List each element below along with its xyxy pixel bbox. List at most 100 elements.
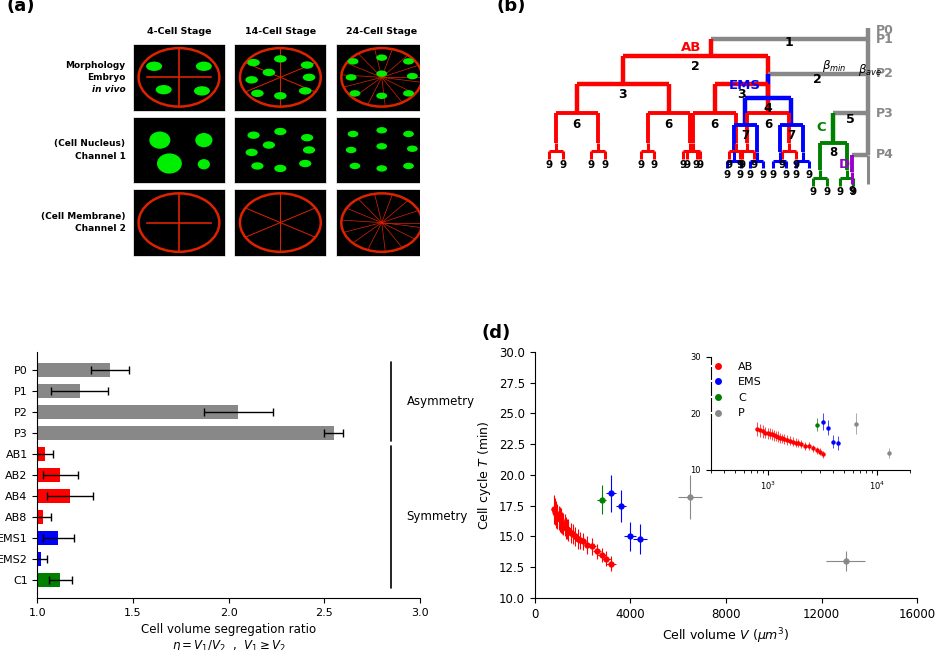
Ellipse shape xyxy=(347,131,358,137)
Bar xyxy=(0,510,43,524)
Ellipse shape xyxy=(196,62,212,71)
Text: 9: 9 xyxy=(849,186,856,196)
Ellipse shape xyxy=(300,61,314,69)
Text: EMS: EMS xyxy=(729,79,761,92)
Text: P4: P4 xyxy=(876,148,894,161)
Text: P0: P0 xyxy=(876,24,894,37)
Bar xyxy=(0,468,61,482)
Bar xyxy=(234,44,327,111)
Text: (b): (b) xyxy=(496,0,526,14)
Text: 9: 9 xyxy=(782,170,790,179)
Text: 9: 9 xyxy=(693,160,700,170)
Text: 9: 9 xyxy=(651,160,658,170)
Bar xyxy=(0,384,80,398)
Text: 9: 9 xyxy=(559,160,566,170)
Text: AB: AB xyxy=(681,42,702,55)
Text: 14-Cell Stage: 14-Cell Stage xyxy=(245,27,316,36)
Ellipse shape xyxy=(376,165,388,172)
Text: 9: 9 xyxy=(746,170,753,179)
Text: Channel 1: Channel 1 xyxy=(75,151,125,161)
Text: Symmetry: Symmetry xyxy=(406,510,468,523)
Text: 9: 9 xyxy=(739,160,746,170)
Ellipse shape xyxy=(303,146,315,153)
Text: 6: 6 xyxy=(573,118,581,131)
Text: 9: 9 xyxy=(760,170,768,179)
Legend: AB, EMS, C, P: AB, EMS, C, P xyxy=(703,358,767,423)
Bar xyxy=(234,189,327,256)
Text: $\beta_{min}$: $\beta_{min}$ xyxy=(822,58,846,74)
Text: 9: 9 xyxy=(637,160,644,170)
Ellipse shape xyxy=(247,59,260,66)
Text: 6: 6 xyxy=(665,118,673,131)
Ellipse shape xyxy=(274,92,286,99)
Text: Embryo: Embryo xyxy=(87,73,125,82)
Ellipse shape xyxy=(349,90,360,97)
Text: 6: 6 xyxy=(764,118,772,131)
Ellipse shape xyxy=(403,90,414,97)
Text: P1: P1 xyxy=(876,32,894,46)
Ellipse shape xyxy=(376,127,388,133)
Ellipse shape xyxy=(197,159,210,170)
Text: 2: 2 xyxy=(813,73,822,86)
Ellipse shape xyxy=(263,141,275,149)
Text: P3: P3 xyxy=(876,107,894,120)
Text: 1: 1 xyxy=(784,36,794,49)
Ellipse shape xyxy=(263,69,275,76)
X-axis label: Cell volume segregation ratio
$\eta = V_1 / V_2$  ,  $V_1 \geq V_2$: Cell volume segregation ratio $\eta = V_… xyxy=(141,623,316,650)
Text: (a): (a) xyxy=(7,0,36,14)
Ellipse shape xyxy=(274,128,286,135)
Text: 9: 9 xyxy=(737,160,744,170)
Text: 9: 9 xyxy=(588,160,594,170)
Text: 24-Cell Stage: 24-Cell Stage xyxy=(346,27,417,36)
Text: D: D xyxy=(839,158,849,171)
Ellipse shape xyxy=(245,149,257,156)
Ellipse shape xyxy=(403,58,414,64)
Bar xyxy=(0,489,70,502)
Ellipse shape xyxy=(157,153,182,174)
Bar xyxy=(133,117,225,183)
Ellipse shape xyxy=(376,92,388,99)
Bar xyxy=(0,552,41,566)
Text: P2: P2 xyxy=(876,67,894,80)
Text: Morphology: Morphology xyxy=(66,60,125,70)
Text: C: C xyxy=(817,122,826,135)
Text: 9: 9 xyxy=(680,160,686,170)
Text: 3: 3 xyxy=(619,88,627,101)
Text: 9: 9 xyxy=(683,160,690,170)
Ellipse shape xyxy=(155,85,171,94)
Ellipse shape xyxy=(196,133,212,148)
Ellipse shape xyxy=(146,62,162,71)
Bar xyxy=(234,117,327,183)
Bar xyxy=(0,447,45,461)
Text: 9: 9 xyxy=(823,187,830,197)
Ellipse shape xyxy=(274,55,286,62)
Text: 3: 3 xyxy=(737,88,746,101)
Text: (d): (d) xyxy=(481,324,510,342)
Text: 9: 9 xyxy=(725,160,732,170)
Ellipse shape xyxy=(349,162,360,169)
Text: (Cell Membrane): (Cell Membrane) xyxy=(41,212,125,221)
Text: 9: 9 xyxy=(792,170,799,179)
Text: 6: 6 xyxy=(710,118,719,131)
Bar xyxy=(336,44,428,111)
Ellipse shape xyxy=(403,131,414,137)
Text: 2: 2 xyxy=(691,60,700,73)
Text: 9: 9 xyxy=(546,160,552,170)
Text: 5: 5 xyxy=(846,112,855,125)
Ellipse shape xyxy=(345,147,357,153)
Text: Channel 2: Channel 2 xyxy=(75,224,125,233)
Text: 9: 9 xyxy=(836,187,843,197)
Ellipse shape xyxy=(245,76,258,83)
Bar xyxy=(336,189,428,256)
Ellipse shape xyxy=(194,86,210,96)
Text: 9: 9 xyxy=(751,160,757,170)
Text: 9: 9 xyxy=(601,160,608,170)
Ellipse shape xyxy=(251,90,264,97)
Text: 9: 9 xyxy=(779,160,786,170)
Ellipse shape xyxy=(376,55,388,61)
Text: 7: 7 xyxy=(741,129,749,142)
Y-axis label: Cell cycle $T$ (min): Cell cycle $T$ (min) xyxy=(476,420,493,530)
Ellipse shape xyxy=(274,164,286,172)
Text: 9: 9 xyxy=(810,187,816,197)
Ellipse shape xyxy=(376,70,388,77)
